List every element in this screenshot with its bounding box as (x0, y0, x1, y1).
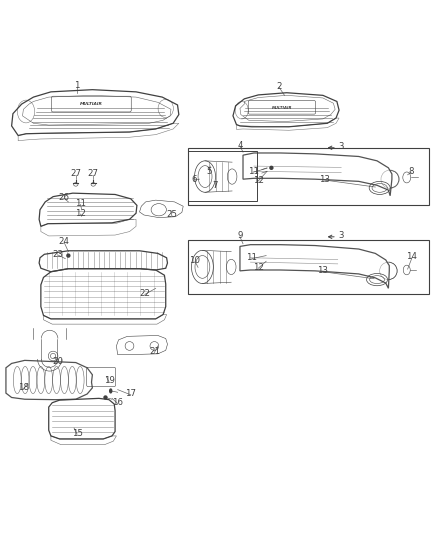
Text: 19: 19 (103, 376, 114, 385)
Text: 3: 3 (339, 231, 344, 239)
Text: 22: 22 (139, 289, 150, 298)
Text: 15: 15 (71, 429, 83, 438)
Text: MULTIAIR: MULTIAIR (272, 106, 292, 110)
Text: 2: 2 (276, 82, 282, 91)
Text: 14: 14 (406, 253, 417, 261)
Ellipse shape (269, 166, 274, 170)
Text: 3: 3 (339, 142, 344, 151)
Text: 5: 5 (207, 167, 212, 176)
Text: 6: 6 (191, 175, 196, 184)
Text: 20: 20 (52, 357, 63, 366)
Text: 12: 12 (253, 263, 264, 272)
Ellipse shape (103, 395, 108, 400)
Text: 8: 8 (408, 167, 414, 176)
Text: 25: 25 (166, 211, 177, 220)
Bar (188, 151, 258, 201)
Text: 17: 17 (125, 390, 136, 399)
Text: 11: 11 (246, 253, 257, 262)
Text: 1: 1 (74, 81, 80, 90)
Text: 24: 24 (59, 237, 70, 246)
Text: 13: 13 (318, 266, 328, 276)
Text: 12: 12 (75, 209, 86, 218)
Text: 16: 16 (112, 398, 123, 407)
Text: 26: 26 (59, 193, 70, 202)
Text: 27: 27 (88, 169, 99, 179)
Text: 23: 23 (53, 250, 64, 259)
Ellipse shape (66, 253, 71, 258)
Ellipse shape (109, 389, 113, 393)
Text: 7: 7 (212, 181, 217, 190)
Text: 12: 12 (253, 175, 264, 184)
Bar (187, 148, 428, 205)
Text: 4: 4 (237, 141, 243, 150)
Text: MULTIAIR: MULTIAIR (80, 102, 103, 106)
Bar (187, 240, 428, 294)
Text: 27: 27 (70, 169, 81, 179)
Text: 21: 21 (149, 347, 160, 356)
Text: 9: 9 (237, 231, 243, 240)
Text: 11: 11 (247, 167, 258, 176)
Text: 18: 18 (18, 383, 29, 392)
Text: 11: 11 (75, 199, 86, 208)
Text: 10: 10 (190, 256, 201, 265)
Text: 13: 13 (319, 175, 330, 184)
